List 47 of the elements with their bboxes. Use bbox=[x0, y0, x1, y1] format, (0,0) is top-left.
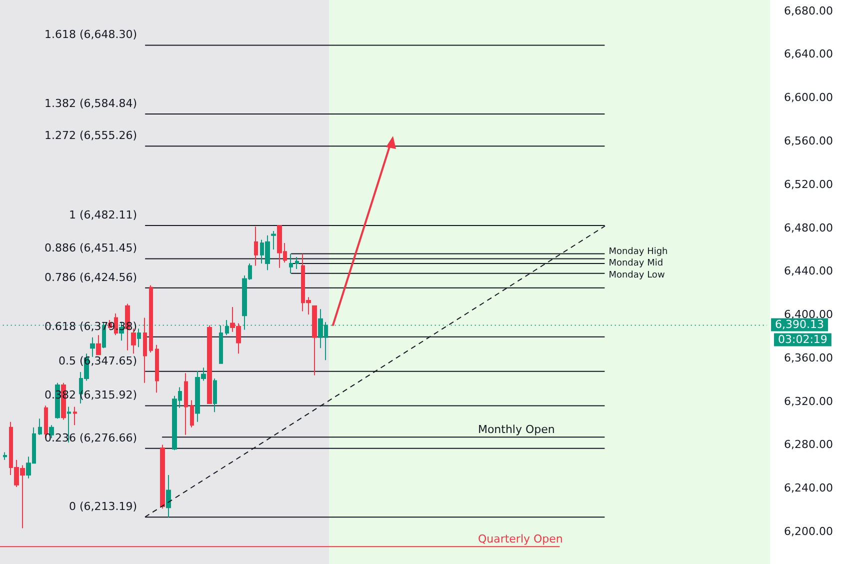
candlestick bbox=[219, 324, 223, 364]
y-tick-label: 6,200.00 bbox=[784, 524, 833, 538]
candlestick bbox=[190, 400, 194, 428]
candlestick bbox=[38, 418, 42, 436]
candlestick bbox=[295, 256, 299, 270]
candlestick bbox=[254, 226, 258, 266]
ref-line-label: Quarterly Open bbox=[478, 532, 563, 546]
candlestick bbox=[166, 474, 171, 518]
ref-line-label: 0.886 (6,451.45) bbox=[44, 242, 138, 255]
candlestick bbox=[143, 317, 147, 384]
y-tick-label: 6,480.00 bbox=[784, 221, 833, 234]
ref-line-label: 0 (6,213.19) bbox=[69, 500, 138, 514]
y-tick-label: 6,600.00 bbox=[784, 91, 833, 104]
candlestick bbox=[90, 336, 95, 358]
candlestick bbox=[207, 324, 212, 404]
y-tick-label: 6,360.00 bbox=[784, 351, 833, 364]
ref-line-label: 1.382 (6,584.84) bbox=[44, 97, 138, 110]
y-tick-label: 6,280.00 bbox=[784, 438, 833, 452]
candlestick bbox=[137, 328, 141, 348]
ref-line-label: Monday Low bbox=[608, 270, 665, 280]
ref-line-label: Monday Mid bbox=[608, 258, 664, 269]
y-tick-label: 6,640.00 bbox=[784, 48, 833, 61]
y-tick-label: 6,440.00 bbox=[784, 264, 833, 278]
candlestick bbox=[184, 372, 188, 436]
candlestick bbox=[160, 444, 165, 510]
ref-line-label: 1.272 (6,555.26) bbox=[44, 129, 138, 142]
ref-line-label: 0.786 (6,424.56) bbox=[44, 270, 138, 284]
text: 03:02:19 bbox=[778, 333, 828, 346]
candlestick bbox=[96, 334, 101, 356]
candlestick bbox=[149, 284, 153, 353]
candlestick bbox=[3, 452, 7, 460]
ref-line-label: 6,390.13 bbox=[775, 318, 824, 332]
candlestick bbox=[289, 253, 293, 274]
candlestick bbox=[213, 378, 217, 413]
candlestick bbox=[73, 406, 77, 426]
y-tick-label: 6,240.00 bbox=[784, 482, 833, 495]
ref-line-label: 1 (6,482.11) bbox=[69, 208, 138, 222]
ref-line-label: Monthly Open bbox=[478, 423, 555, 436]
candlestick bbox=[271, 230, 276, 250]
y-tick-label: 6,680.00 bbox=[784, 4, 833, 18]
ref-line-label: 1.618 (6,648.30) bbox=[44, 28, 138, 42]
candlestick bbox=[312, 305, 317, 376]
y-tick-label: 6,320.00 bbox=[784, 394, 833, 408]
ref-line-label: Monday High bbox=[608, 246, 668, 257]
y-tick-label: 6,560.00 bbox=[784, 134, 833, 148]
candlestick bbox=[155, 344, 159, 394]
y-tick-label: 6,520.00 bbox=[784, 178, 833, 191]
